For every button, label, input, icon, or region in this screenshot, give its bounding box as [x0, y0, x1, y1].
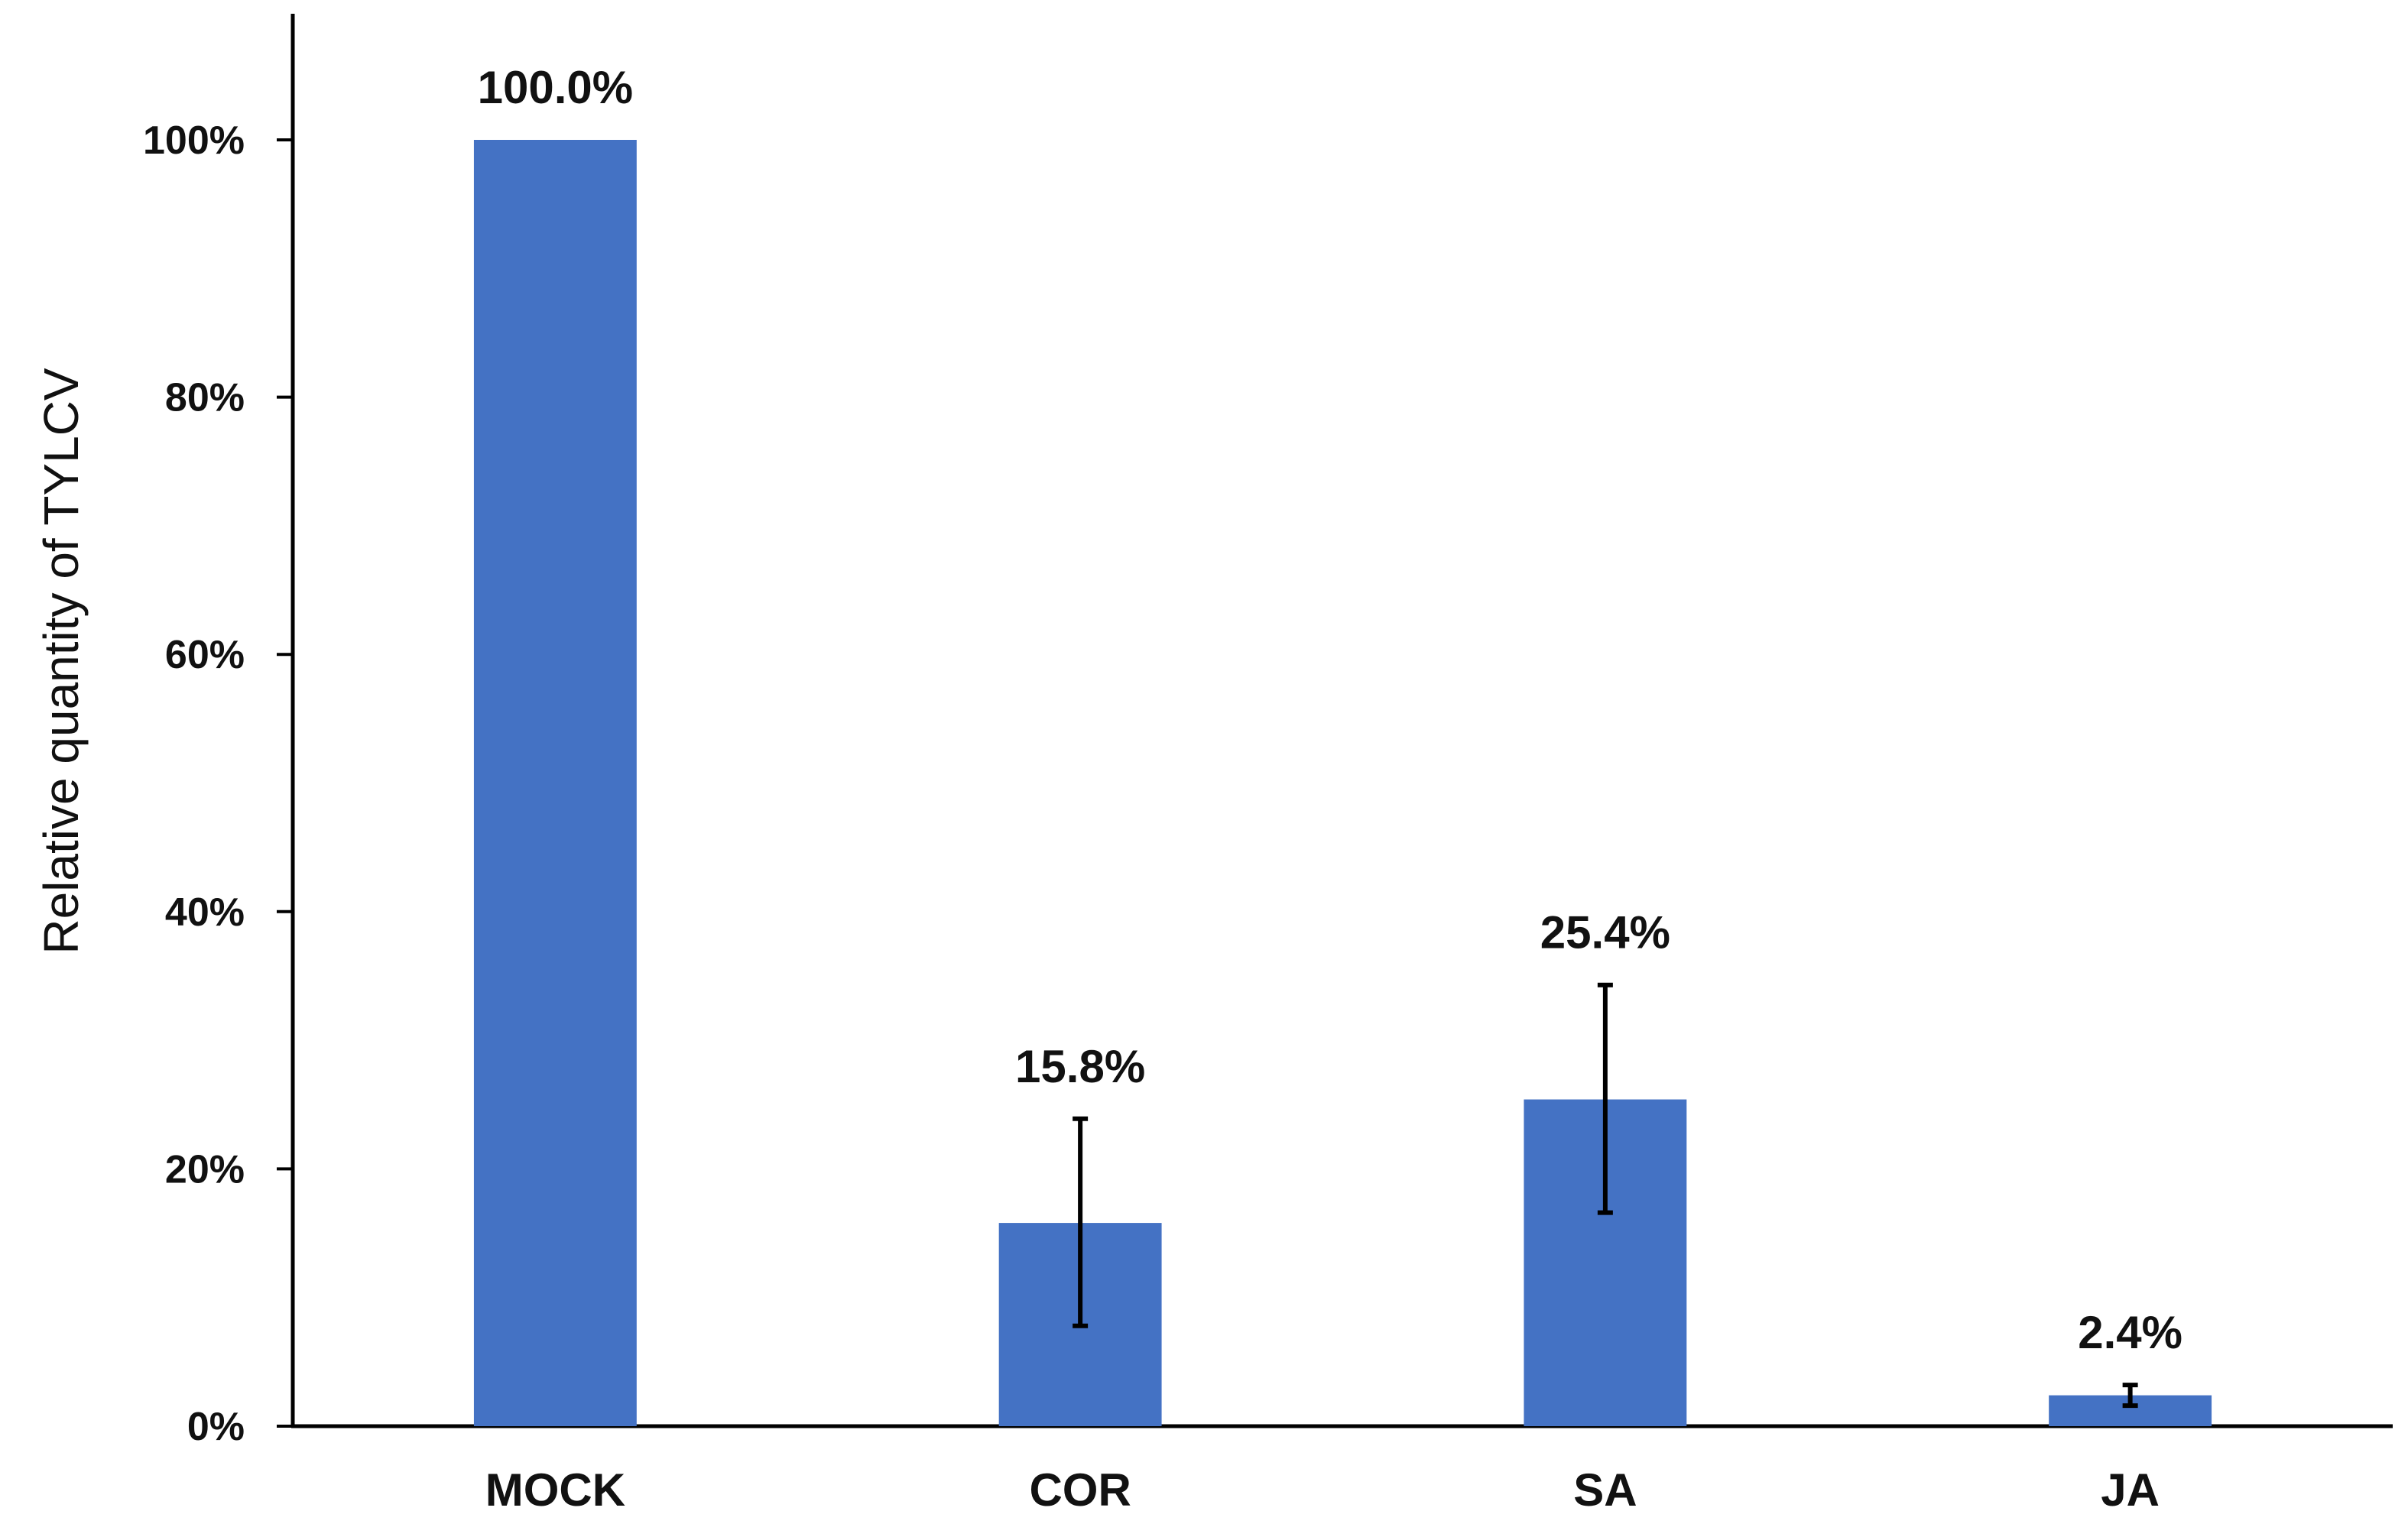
- data-label-sa: 25.4%: [1540, 907, 1670, 958]
- x-tick-label-cor: COR: [1029, 1464, 1131, 1516]
- x-tick-label-sa: SA: [1573, 1464, 1637, 1516]
- y-axis-title: Relative quantity of TYLCV: [34, 368, 89, 955]
- data-label-ja: 2.4%: [2078, 1307, 2182, 1358]
- y-tick-label: 100%: [143, 118, 245, 163]
- x-tick-label-ja: JA: [2101, 1464, 2160, 1516]
- x-tick-label-mock: MOCK: [485, 1464, 625, 1516]
- bar-mock: [473, 140, 637, 1426]
- y-tick-label: 80%: [165, 376, 245, 420]
- y-tick-label: 60%: [165, 633, 245, 677]
- y-tick-label: 40%: [165, 890, 245, 935]
- data-label-mock: 100.0%: [478, 62, 634, 113]
- y-tick-label: 0%: [187, 1405, 245, 1449]
- data-label-cor: 15.8%: [1015, 1041, 1145, 1092]
- y-tick-label: 20%: [165, 1147, 245, 1192]
